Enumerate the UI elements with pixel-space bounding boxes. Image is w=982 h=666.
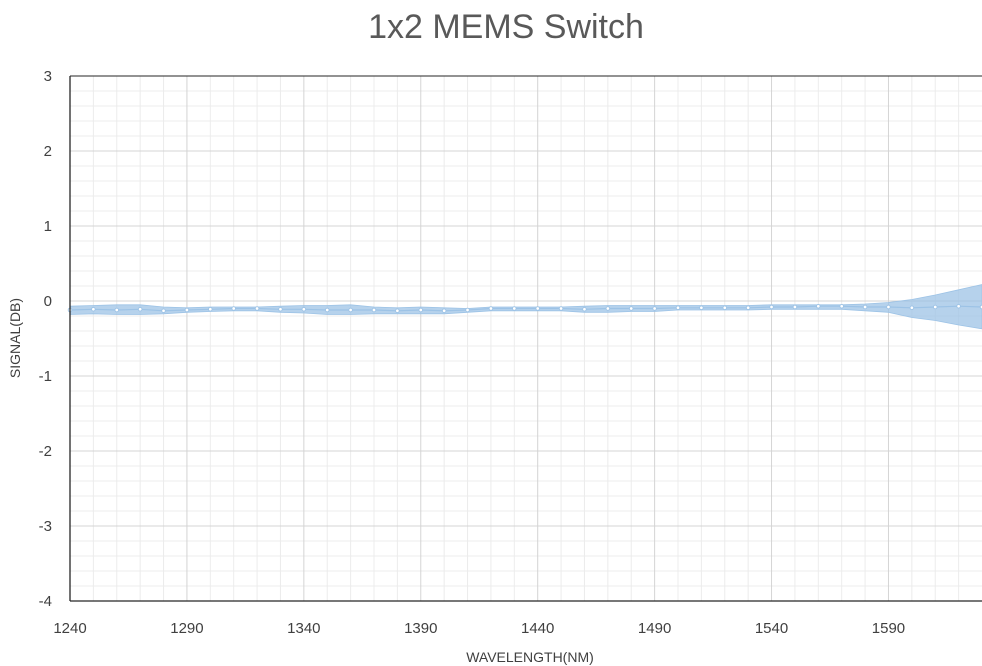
x-tick-label: 1240 xyxy=(53,620,86,637)
data-point xyxy=(816,304,821,309)
data-point xyxy=(769,304,774,310)
x-axis-label: WAVELENGTH(NM) xyxy=(466,649,594,665)
major-grid xyxy=(70,76,982,601)
data-point xyxy=(137,307,143,312)
y-tick-label: 3 xyxy=(44,68,52,85)
data-point xyxy=(605,306,611,311)
data-point xyxy=(675,305,681,311)
x-tick-label: 1590 xyxy=(872,620,905,637)
data-point xyxy=(418,307,424,313)
y-axis-label: SIGNAL(DB) xyxy=(7,298,23,378)
x-tick-label: 1540 xyxy=(755,620,788,637)
y-tick-label: 2 xyxy=(44,143,52,160)
x-tick-label: 1340 xyxy=(287,620,320,637)
data-point xyxy=(208,307,213,312)
data-point xyxy=(488,306,494,311)
data-point xyxy=(839,304,844,309)
data-point xyxy=(628,306,634,311)
data-point xyxy=(886,304,891,310)
data-point xyxy=(301,307,307,312)
data-point xyxy=(932,304,938,310)
y-tick-label: -4 xyxy=(39,593,52,610)
data-point xyxy=(722,305,728,311)
y-tick-label: -1 xyxy=(39,368,52,385)
data-point xyxy=(278,307,283,312)
data-point xyxy=(745,305,751,311)
data-point xyxy=(395,308,400,314)
data-point xyxy=(114,307,120,313)
data-point xyxy=(699,305,704,311)
data-point xyxy=(465,307,470,313)
data-point xyxy=(348,307,353,313)
data-point xyxy=(956,304,961,309)
x-tick-label: 1490 xyxy=(638,620,671,637)
data-point xyxy=(441,308,447,314)
data-point xyxy=(909,305,915,311)
data-point xyxy=(254,306,260,311)
data-point xyxy=(184,307,190,313)
y-tick-label: 0 xyxy=(44,293,52,310)
data-point xyxy=(535,306,540,311)
data-point xyxy=(231,306,236,311)
data-point xyxy=(792,304,798,310)
data-point xyxy=(862,304,868,310)
x-tick-label: 1440 xyxy=(521,620,554,637)
data-point xyxy=(371,307,377,313)
y-tick-labels: -4 -3 -2 -1 0 1 2 3 xyxy=(39,68,52,610)
y-tick-label: -2 xyxy=(39,443,52,460)
x-tick-label: 1390 xyxy=(404,620,437,637)
data-point xyxy=(161,308,166,314)
data-point xyxy=(558,306,564,311)
signal-trace xyxy=(69,305,982,312)
data-point xyxy=(652,306,657,311)
chart-title: 1x2 MEMS Switch xyxy=(368,8,644,46)
data-point xyxy=(512,306,517,311)
y-tick-label: 1 xyxy=(44,218,52,235)
data-point xyxy=(324,307,330,313)
x-tick-label: 1290 xyxy=(170,620,203,637)
x-tick-labels: 1240 1290 1340 1390 1440 1490 1540 1590 xyxy=(53,620,905,637)
minor-grid xyxy=(70,76,982,601)
y-tick-label: -3 xyxy=(39,518,52,535)
data-point xyxy=(582,307,587,312)
series-layer xyxy=(67,284,982,330)
data-point xyxy=(91,307,96,312)
